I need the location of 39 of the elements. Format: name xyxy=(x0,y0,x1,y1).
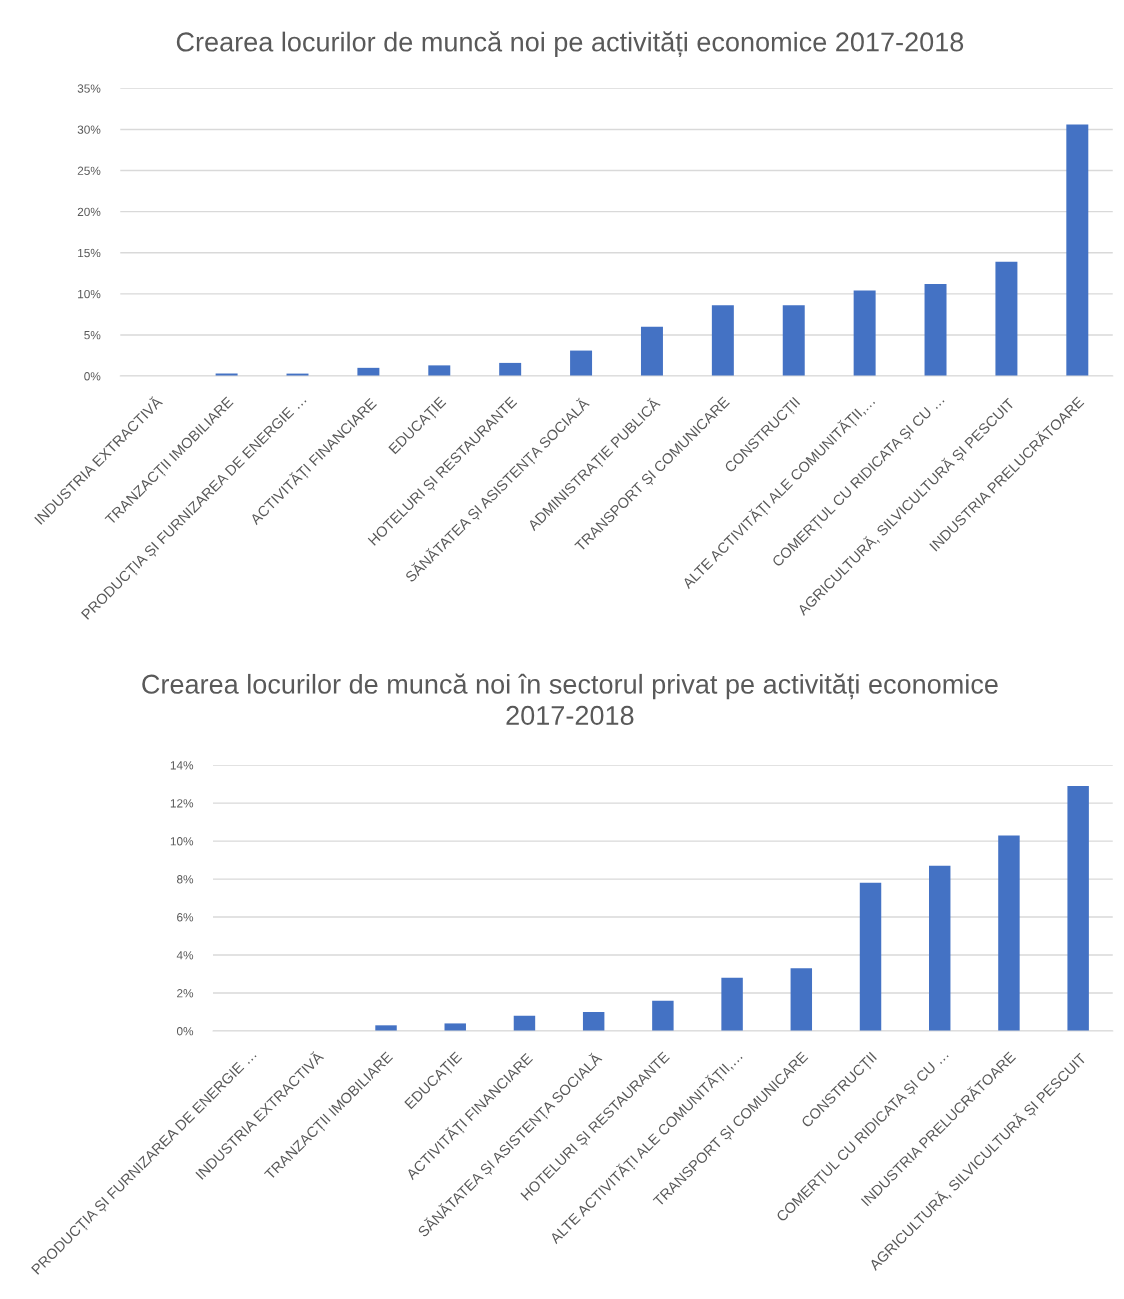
bar xyxy=(652,1000,674,1032)
y-tick-label: 12% xyxy=(170,799,194,808)
bar xyxy=(782,305,805,377)
y-tick-label: 10% xyxy=(170,837,194,846)
bar xyxy=(929,865,951,1032)
bar xyxy=(924,283,947,377)
y-tick-label: 0% xyxy=(176,1027,194,1036)
bar xyxy=(853,290,876,377)
bar xyxy=(513,1015,536,1032)
bar xyxy=(1067,786,1089,1032)
y-tick-label: 4% xyxy=(176,951,194,960)
y-tick-label: 35% xyxy=(77,84,101,93)
bar xyxy=(428,365,451,377)
y-tick-label: 10% xyxy=(78,289,101,299)
y-tick-label: 2% xyxy=(177,989,194,998)
y-tick-label: 6% xyxy=(177,913,194,922)
bar xyxy=(998,835,1020,1032)
bar xyxy=(859,882,882,1032)
bar xyxy=(375,1025,397,1032)
y-tick-label: 30% xyxy=(77,125,101,134)
y-tick-label: 15% xyxy=(78,248,101,258)
bar xyxy=(1066,124,1089,377)
chart-title: Crearea locurilor de muncă noi în sectorul privat pe activități economice 2017-2018 xyxy=(142,673,998,726)
y-tick-label: 25% xyxy=(77,166,101,175)
y-tick-label: 0% xyxy=(84,372,101,381)
bar xyxy=(790,968,813,1032)
y-tick-label: 8% xyxy=(177,875,194,884)
bar xyxy=(711,305,734,377)
bar xyxy=(640,326,663,377)
bar xyxy=(995,261,1018,377)
y-tick-label: 5% xyxy=(84,331,101,340)
bar xyxy=(582,1012,605,1032)
bar xyxy=(499,362,522,377)
y-tick-label: 20% xyxy=(77,207,101,217)
chart-title: Crearea locurilor de muncă noi pe activități economice 2017-2018 xyxy=(176,31,964,58)
bar xyxy=(721,977,743,1032)
y-tick-label: 14% xyxy=(170,761,194,770)
bar xyxy=(444,1023,466,1032)
bar xyxy=(570,350,593,377)
